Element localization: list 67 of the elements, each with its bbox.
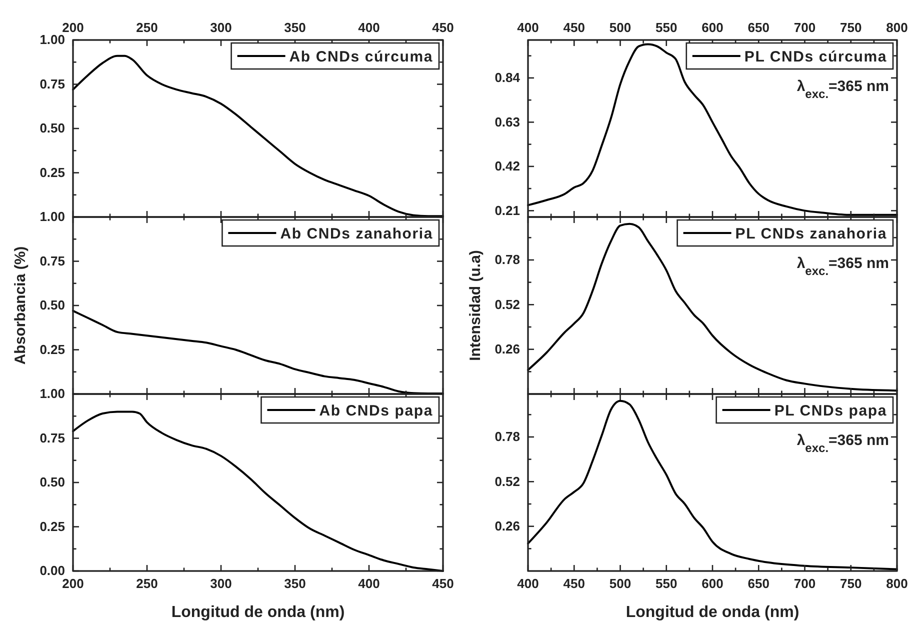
x-tick-label: 800 <box>886 576 908 592</box>
y-tick-label: 0.50 <box>40 120 65 136</box>
legend-label: Ab CNDs cúrcuma <box>289 48 433 66</box>
legend-label: Ab CNDs zanahoria <box>280 225 433 242</box>
x-tick-label: 450 <box>563 576 585 592</box>
legend-label: Ab CNDs papa <box>319 402 433 420</box>
y-tick-label: 0.75 <box>40 253 65 268</box>
y-tick-label: 0.52 <box>494 474 520 489</box>
x2-tick-label: 300 <box>210 20 232 35</box>
line-series <box>527 222 898 392</box>
y-tick-label: 0.52 <box>494 296 520 312</box>
x-tick-label: 700 <box>794 576 816 592</box>
y-tick-label: 0.26 <box>494 341 520 356</box>
legend-label: PL CNDs cúrcuma <box>744 48 887 66</box>
x2-tick-label: 400 <box>358 20 380 35</box>
x2-tick-label: 650 <box>748 20 770 35</box>
y-tick-label: 1.00 <box>40 209 65 224</box>
x-tick-label: 400 <box>517 576 539 592</box>
x-axis-title: Longitud de onda (nm) <box>626 604 800 621</box>
x-tick-label: 450 <box>432 576 454 592</box>
annotation: λ$_{exc.}$=365 nm <box>796 78 889 101</box>
x-tick-label: 500 <box>609 576 632 592</box>
x-tick-label: 300 <box>210 576 232 592</box>
y-tick-label: 0.78 <box>494 252 520 268</box>
y-tick-label: 1.00 <box>40 32 65 48</box>
x-tick-label: 350 <box>284 576 306 592</box>
x-tick-label: 200 <box>62 576 84 592</box>
y-tick-label: 0.00 <box>40 563 65 578</box>
y-tick-label: 0.50 <box>40 474 65 490</box>
y-axis-title: Absorbancia (%) <box>12 246 29 365</box>
legend-label: PL CNDs zanahoria <box>735 225 887 242</box>
y-tick-label: 0.21 <box>494 202 520 218</box>
annotation: λ$_{exc.}$=365 nm <box>796 432 889 455</box>
y-tick-label: 0.84 <box>494 70 521 86</box>
y-tick-label: 0.63 <box>494 114 520 130</box>
x2-tick-label: 750 <box>840 20 862 35</box>
y-tick-label: 0.75 <box>40 430 65 446</box>
x-tick-label: 600 <box>702 576 724 592</box>
x-tick-label: 400 <box>358 576 380 592</box>
y-tick-label: 0.50 <box>40 298 65 313</box>
x-tick-label: 250 <box>136 576 158 592</box>
y-tick-label: 0.25 <box>40 342 65 357</box>
y-tick-label: 1.00 <box>40 386 65 402</box>
x-tick-label: 750 <box>840 576 862 592</box>
x2-tick-label: 700 <box>794 20 816 35</box>
x2-tick-label: 400 <box>517 20 539 35</box>
x2-tick-label: 250 <box>136 20 158 35</box>
x2-tick-label: 550 <box>656 20 678 35</box>
x-tick-label: 550 <box>656 576 678 592</box>
legend-label: PL CNDs papa <box>774 402 887 420</box>
y-tick-label: 0.26 <box>494 518 520 534</box>
x2-tick-label: 450 <box>563 20 585 35</box>
y-tick-label: 0.25 <box>40 518 65 534</box>
x-axis-title: Longitud de onda (nm) <box>171 604 345 621</box>
y-tick-label: 0.25 <box>40 164 65 180</box>
x2-tick-label: 200 <box>62 20 84 35</box>
y-tick-label: 0.75 <box>40 76 65 92</box>
y-tick-label: 0.42 <box>494 158 520 174</box>
x2-tick-label: 800 <box>886 20 908 35</box>
y-tick-label: 0.78 <box>494 429 520 444</box>
x-tick-label: 650 <box>748 576 770 592</box>
x2-tick-label: 350 <box>284 20 306 35</box>
annotation: λ$_{exc.}$=365 nm <box>796 255 889 278</box>
x2-tick-label: 450 <box>432 20 454 35</box>
x2-tick-label: 600 <box>702 20 724 35</box>
y-axis-title: Intensidad (u.a) <box>467 250 484 361</box>
x2-tick-label: 500 <box>609 20 632 35</box>
